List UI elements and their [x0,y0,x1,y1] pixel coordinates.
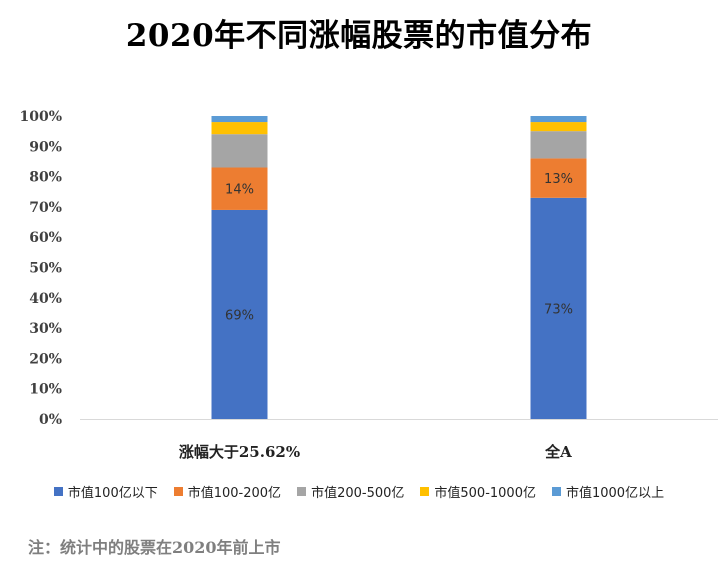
footnote: 注：统计中的股票在2020年前上市 [28,538,281,557]
chart-legend: 市值100亿以下 市值100-200亿 市值200-500亿 市值500-1000亿 市… [0,482,718,501]
y-tick-label: 50% [29,261,62,277]
bar-segment [530,197,587,419]
y-tick-label: 30% [29,321,62,337]
y-tick-label: 80% [29,170,62,186]
bar-segment [211,122,268,135]
y-tick-label: 40% [29,291,62,307]
legend-label: 市值100亿以下 [67,486,158,501]
bar-segment [530,116,587,123]
legend-swatch [53,487,63,496]
bar-segment [211,116,268,123]
bar-segment [530,158,587,198]
y-tick-label: 90% [29,139,62,155]
x-tick-label: 涨幅大于25.62% [179,443,300,461]
y-tick-label: 0% [39,412,62,428]
y-tick-label: 100% [19,109,62,125]
bar-segment [530,122,587,132]
legend-label: 市值100-200亿 [187,486,282,501]
legend-swatch [297,487,307,496]
chart-title: 2020年不同涨幅股票的市值分布 [125,18,593,54]
x-tick-label: 全A [544,443,572,461]
legend-item: 市值200-500亿 [297,482,404,501]
y-tick-label: 60% [29,230,62,246]
bar-segment [530,131,587,159]
y-tick-label: 10% [29,382,62,398]
data-label: 73% [544,302,573,317]
y-tick-label: 20% [29,351,62,367]
legend-swatch [173,487,183,496]
legend-swatch [551,487,561,496]
legend-item: 市值100亿以下 [53,482,158,501]
legend-item: 市值1000亿以上 [551,482,665,501]
bar-segment [211,209,268,419]
bar-segment [211,167,268,210]
legend-label: 市值200-500亿 [311,486,405,501]
data-label: 69% [225,308,254,323]
bar-segment [211,134,268,168]
legend-label: 市值500-1000亿 [434,486,536,501]
data-label: 14% [225,183,254,198]
y-tick-label: 70% [29,200,62,216]
legend-item: 市值100-200亿 [173,482,282,501]
legend-item: 市值500-1000亿 [420,482,536,501]
data-label: 13% [544,172,573,187]
legend-swatch [420,487,430,496]
legend-label: 市值1000亿以上 [565,486,665,501]
